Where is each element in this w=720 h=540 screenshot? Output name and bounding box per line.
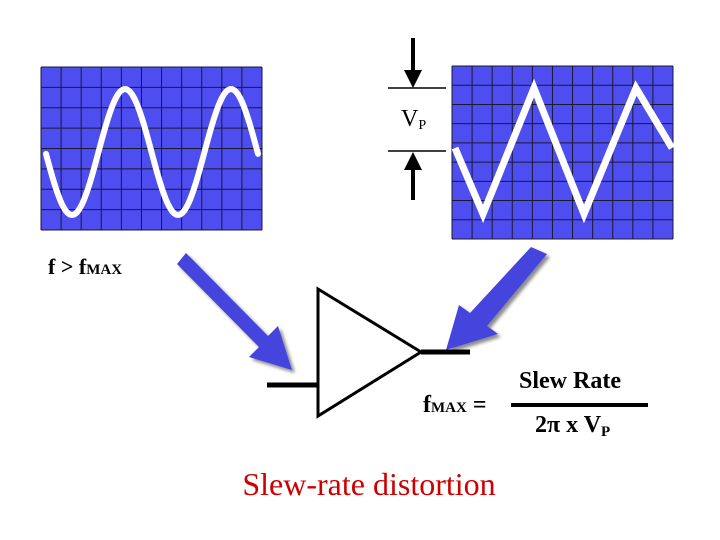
right-oscilloscope-screen bbox=[451, 65, 676, 240]
triangle-wave-trace bbox=[451, 78, 676, 224]
sine-wave-trace bbox=[43, 86, 261, 219]
left-oscilloscope-screen bbox=[40, 66, 263, 231]
vp-top-arrow-head-icon bbox=[404, 70, 422, 88]
vp-label: VP bbox=[401, 106, 426, 134]
vp-main: V bbox=[401, 106, 419, 132]
freq-condition-subscript: MAX bbox=[86, 262, 123, 278]
right-screen-grid bbox=[451, 65, 674, 240]
formula-denominator: 2π x VP bbox=[535, 412, 610, 441]
left-arrow-to-input-icon bbox=[177, 253, 292, 370]
denominator-main: 2π x V bbox=[535, 412, 602, 438]
vp-bottom-arrow-head-icon bbox=[404, 152, 422, 170]
left-screen-grid bbox=[40, 66, 263, 231]
fmax-formula-lhs: fMAX = bbox=[423, 392, 487, 419]
denominator-subscript: P bbox=[601, 424, 611, 440]
fmax-subscript: MAX bbox=[431, 400, 467, 416]
equals-sign: = bbox=[472, 392, 487, 418]
op-amp-triangle-icon bbox=[316, 286, 424, 419]
vp-subscript: P bbox=[418, 118, 427, 133]
amplifier bbox=[267, 286, 470, 419]
caption: Slew-rate distortion bbox=[242, 466, 496, 502]
formula-numerator: Slew Rate bbox=[519, 368, 621, 394]
fmax-main: f bbox=[423, 392, 431, 418]
right-arrow-to-output-icon bbox=[446, 247, 547, 350]
vp-amplitude-marker bbox=[388, 38, 446, 200]
freq-condition-main: f > f bbox=[48, 254, 87, 279]
frequency-condition-label: f > fMAX bbox=[48, 254, 122, 280]
